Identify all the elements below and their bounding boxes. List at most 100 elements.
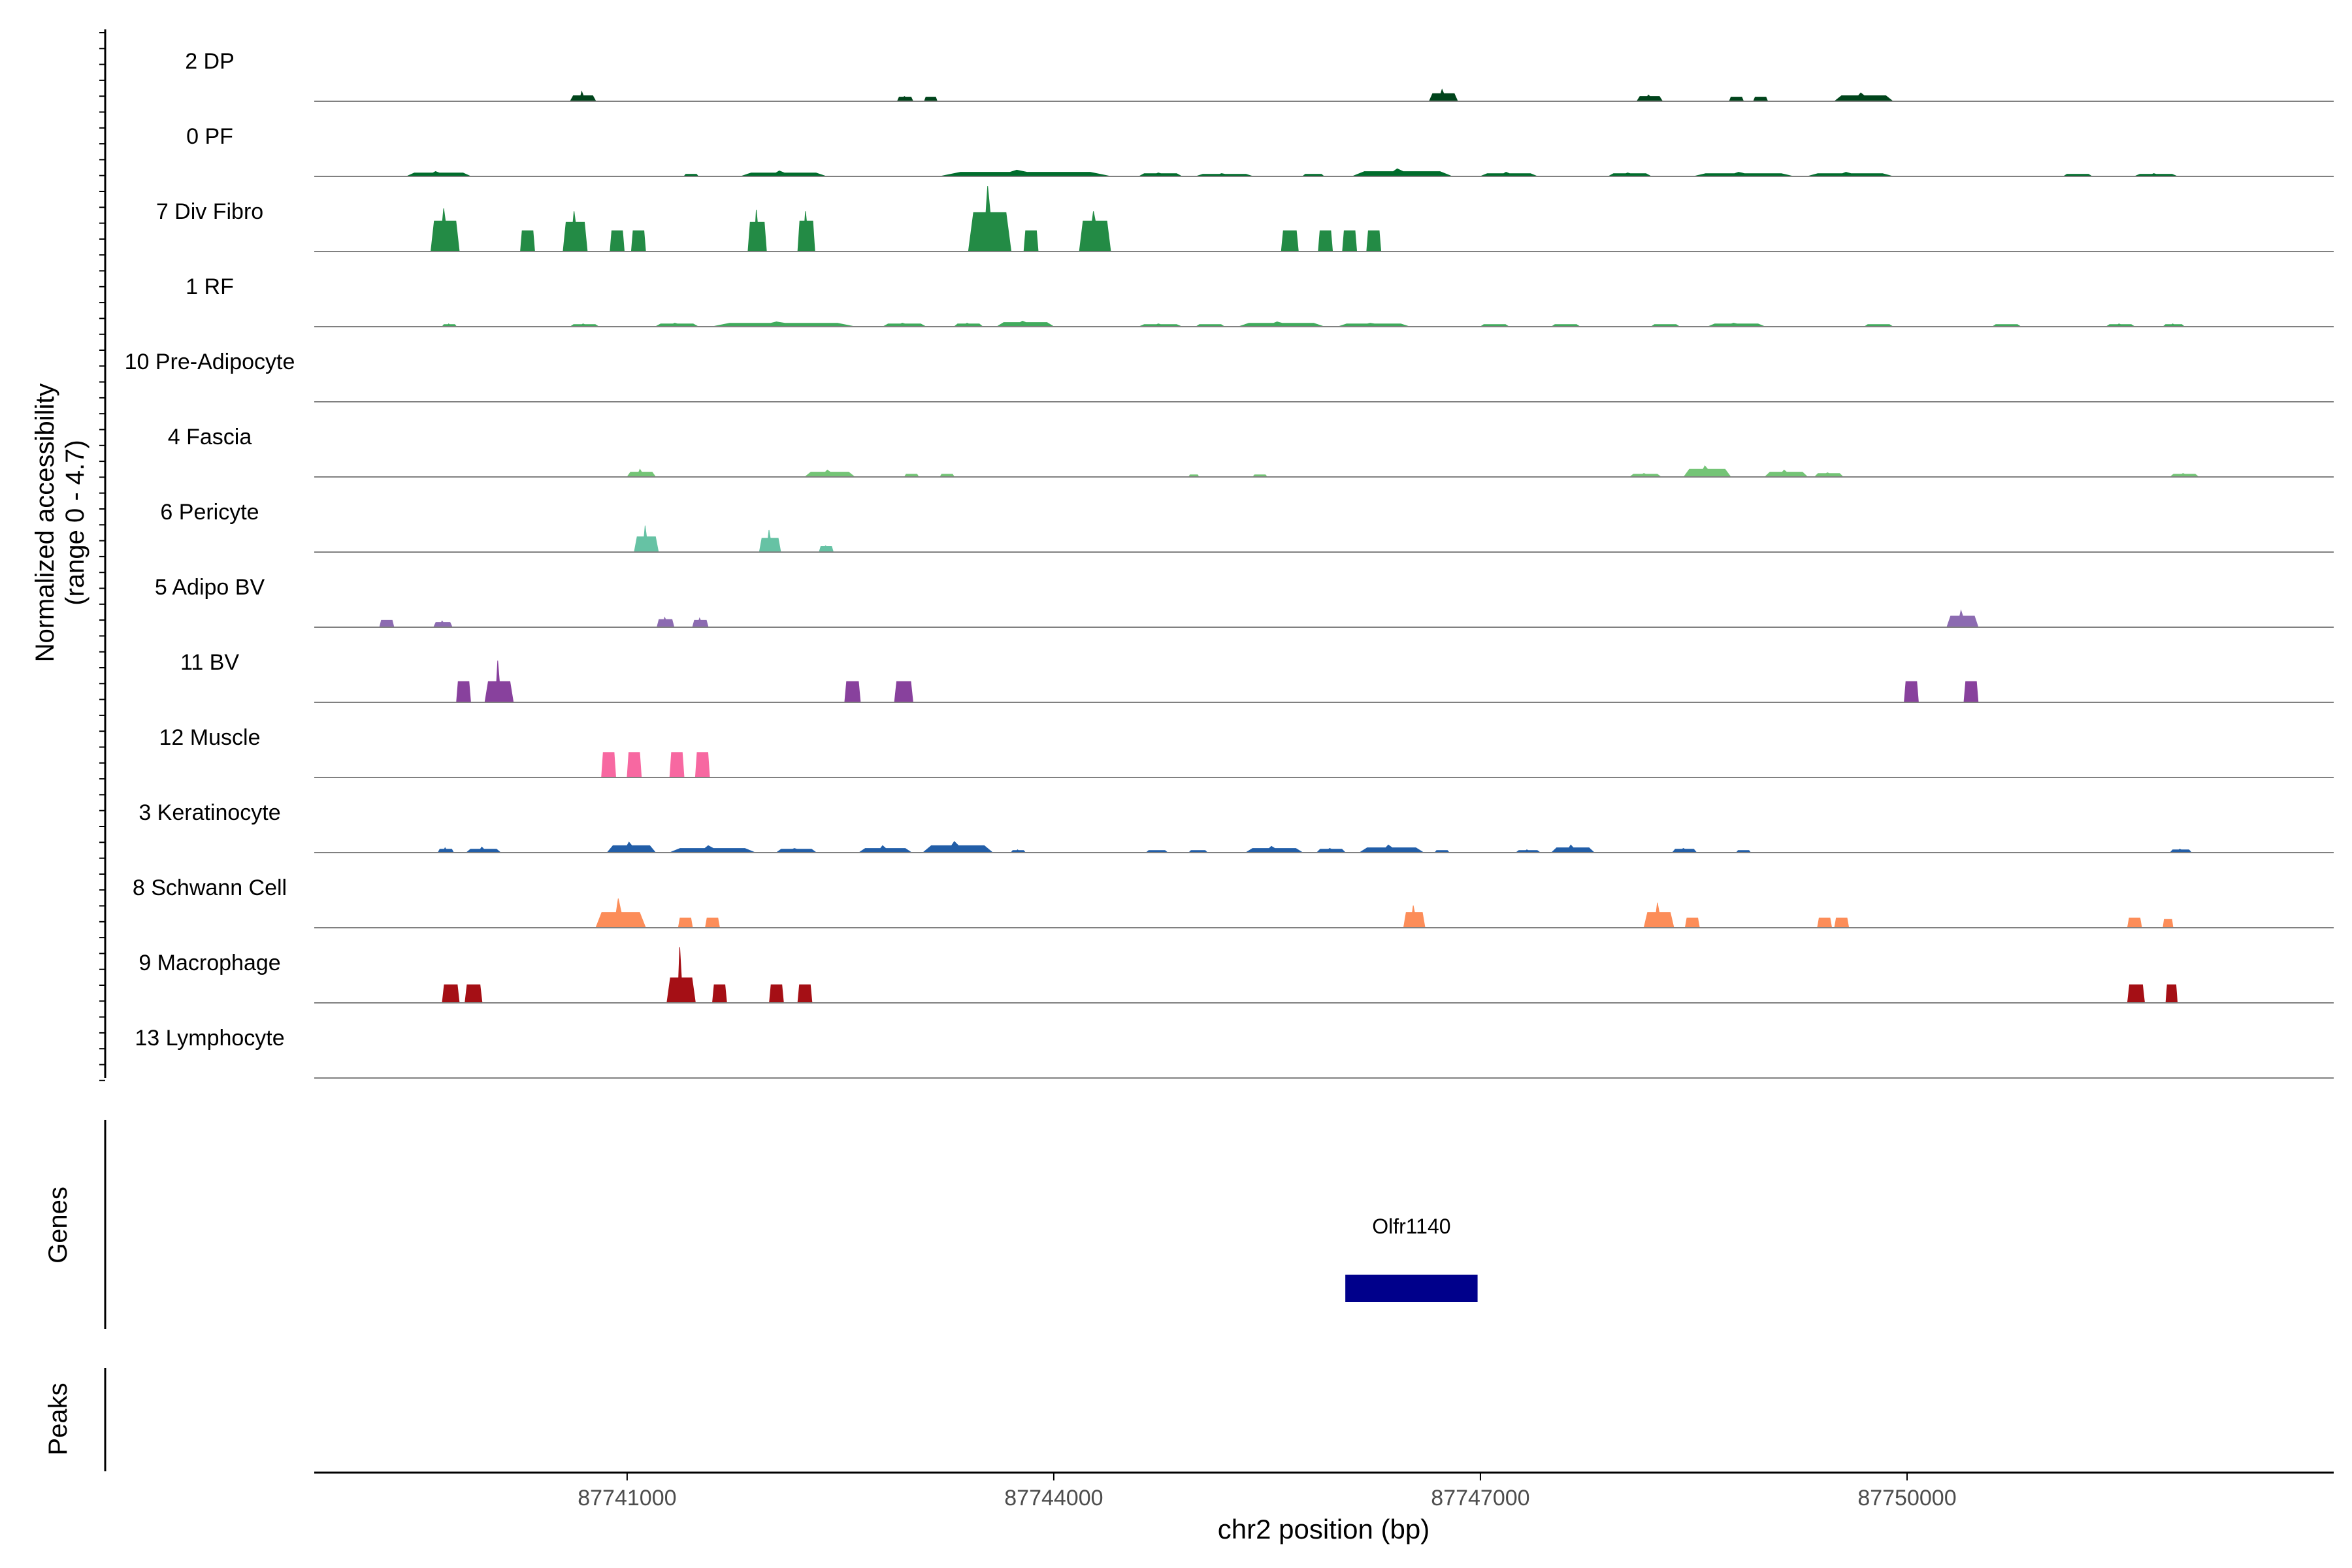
coverage-peak <box>569 90 596 102</box>
coverage-peak <box>1904 681 1919 703</box>
track-4: 10 Pre-Adipocyte <box>125 350 2334 402</box>
coverage-peak <box>433 620 453 628</box>
track-1: 0 PF <box>186 124 2334 177</box>
coverage-peak <box>678 917 693 928</box>
coverage-peak <box>1833 92 1894 102</box>
coverage-peak <box>740 170 826 177</box>
coverage-peak <box>1729 97 1744 102</box>
track-8: 11 BV <box>180 650 2334 703</box>
coverage-peak <box>2163 919 2174 928</box>
track-label: 11 BV <box>180 650 239 675</box>
track-label: 8 Schwann Cell <box>133 875 287 900</box>
coverage-peak <box>442 984 460 1004</box>
coverage-peak <box>712 321 855 327</box>
coverage-peak <box>656 616 675 628</box>
coverage-peak <box>924 97 938 102</box>
coverage-peak <box>484 661 514 703</box>
coverage-peak <box>1946 609 1979 628</box>
coverage-tracks: 2 DP 0 PF 7 Div Fibro 1 RF 10 Pre-Adipocyte 4… <box>125 49 2334 1079</box>
coverage-peak <box>669 752 685 778</box>
x-axis-tick-label: 87741000 <box>578 1486 676 1511</box>
track-9: 12 Muscle <box>159 725 2334 778</box>
gene-label: Olfr1140 <box>1372 1215 1450 1238</box>
coverage-peak <box>858 845 913 853</box>
coverage-peak <box>996 320 1055 327</box>
coverage-peak <box>692 617 709 628</box>
coverage-peak <box>1428 88 1458 102</box>
coverage-peak <box>563 211 588 252</box>
coverage-peak <box>1834 917 1850 928</box>
coverage-peak <box>1238 321 1324 327</box>
coverage-peak <box>430 208 460 252</box>
track-label: 9 Macrophage <box>139 951 280 975</box>
coverage-peak <box>606 841 657 853</box>
coverage-peak <box>759 529 781 553</box>
x-axis-ticks: 87741000 87744000 87747000 87750000 <box>578 1473 1957 1511</box>
x-axis-tick-label: 87744000 <box>1004 1486 1103 1511</box>
track-7: 5 Adipo BV <box>155 575 2334 628</box>
track-11: 8 Schwann Cell <box>133 875 2334 928</box>
coverage-peak <box>626 468 657 478</box>
coverage-peak <box>627 752 642 778</box>
coverage-peak <box>1963 681 1979 703</box>
track-12: 9 Macrophage <box>139 947 2334 1004</box>
coverage-peak <box>2127 917 2142 928</box>
track-label: 3 Keratinocyte <box>139 800 280 825</box>
coverage-peak <box>1352 168 1452 177</box>
coverage-peak <box>1684 917 1700 928</box>
coverage-peak <box>465 846 502 853</box>
coverage-peak <box>1764 469 1808 478</box>
coverage-peak <box>896 95 914 102</box>
track-0: 2 DP <box>185 49 2334 102</box>
track-label: 4 Fascia <box>168 425 252 449</box>
track-10: 3 Keratinocyte <box>139 800 2334 853</box>
coverage-peak <box>1683 465 1732 478</box>
track-label: 5 Adipo BV <box>155 575 265 600</box>
coverage-peak <box>1643 902 1674 928</box>
coverage-peak <box>1079 211 1111 252</box>
x-axis-tick-label: 87747000 <box>1431 1486 1529 1511</box>
genes-panel-label: Genes <box>44 1186 73 1264</box>
gene-body <box>1345 1275 1478 1302</box>
track-13: 13 Lymphocyte <box>135 1026 2334 1079</box>
coverage-peak <box>711 984 727 1004</box>
track-2: 7 Div Fibro <box>156 186 2334 252</box>
coverage-peak <box>797 984 813 1004</box>
coverage-peak <box>666 947 696 1004</box>
coverage-peak <box>1817 917 1833 928</box>
track-label: 0 PF <box>186 124 233 149</box>
coverage-peak <box>968 186 1012 252</box>
track-label: 7 Div Fibro <box>156 199 263 224</box>
track-label: 6 Pericyte <box>160 500 259 525</box>
coverage-peak <box>1023 230 1039 252</box>
coverage-peak <box>1753 97 1769 102</box>
track-label: 2 DP <box>185 49 235 74</box>
coverage-peak <box>456 681 471 703</box>
coverage-peak <box>465 984 483 1004</box>
coverage-peak <box>406 171 471 177</box>
coverage-peak <box>1281 230 1299 252</box>
track-3: 1 RF <box>186 274 2334 327</box>
coverage-peak <box>797 211 815 252</box>
coverage-peak <box>1366 230 1382 252</box>
coverage-peak <box>1245 845 1304 853</box>
coverage-peak <box>2165 984 2178 1004</box>
coverage-peak <box>520 230 535 252</box>
gene-track: Olfr1140 <box>1345 1215 1478 1302</box>
coverage-peak <box>670 845 755 853</box>
coverage-peak <box>634 525 659 553</box>
track-label: 10 Pre-Adipocyte <box>125 350 295 374</box>
coverage-peak <box>922 841 994 853</box>
y-axis-label: Normalized accessibility (range 0 - 4.7) <box>31 384 90 662</box>
y-axis-ticks <box>99 32 105 1081</box>
track-5: 4 Fascia <box>168 425 2334 478</box>
coverage-peak <box>804 469 856 478</box>
coverage-peak <box>610 230 625 252</box>
coverage-peak <box>601 752 617 778</box>
coverage-peak <box>379 619 395 628</box>
coverage-peak <box>747 210 767 252</box>
track-label: 13 Lymphocyte <box>135 1026 284 1051</box>
coverage-peak <box>1358 844 1425 853</box>
track-label: 12 Muscle <box>159 725 261 750</box>
